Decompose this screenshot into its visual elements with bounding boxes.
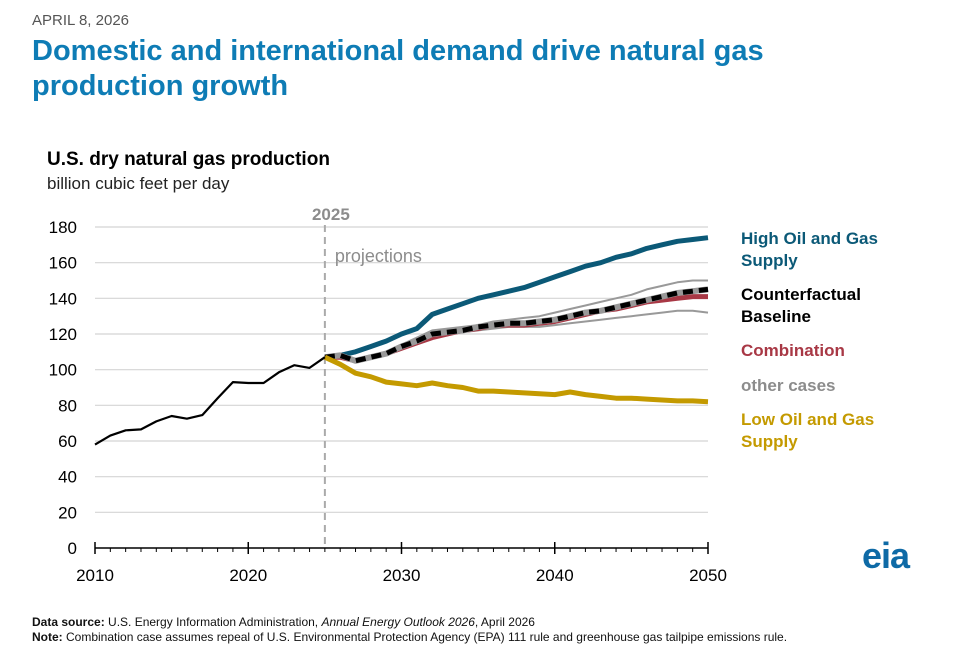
y-tick-label: 140 <box>49 289 77 308</box>
chart-title: U.S. dry natural gas production <box>47 149 330 170</box>
y-tick-label: 20 <box>58 503 77 522</box>
x-tick-label: 2050 <box>689 566 727 585</box>
y-tick-label: 160 <box>49 254 77 273</box>
legend-combination: Combination <box>741 341 845 360</box>
legend-high: High Oil and Gas Supply <box>741 229 878 270</box>
footer: Data source: U.S. Energy Information Adm… <box>32 615 787 645</box>
series-combination <box>324 294 708 364</box>
x-tick-label: 2010 <box>76 566 114 585</box>
projections-label: projections <box>335 246 422 266</box>
note: Note: Combination case assumes repeal of… <box>32 630 787 645</box>
y-tick-label: 60 <box>58 432 77 451</box>
series-low-oil-and-gas-supply <box>323 354 709 405</box>
x-tick-label: 2030 <box>383 566 421 585</box>
source-italic: Annual Energy Outlook 2026 <box>321 615 475 629</box>
series-history <box>94 356 326 446</box>
note-label: Note: <box>32 630 63 644</box>
x-tick-label: 2020 <box>229 566 267 585</box>
chart-units: billion cubic feet per day <box>47 174 230 193</box>
note-text: Combination case assumes repeal of U.S. … <box>62 630 788 644</box>
data-source: Data source: U.S. Energy Information Adm… <box>32 615 787 630</box>
series-high-oil-and-gas-supply <box>324 235 709 360</box>
y-tick-label: 100 <box>49 361 77 380</box>
y-tick-label: 80 <box>58 396 77 415</box>
logo-text: eia <box>862 535 910 576</box>
source-end: , April 2026 <box>474 615 535 629</box>
date: APRIL 8, 2026 <box>32 12 130 29</box>
eia-logo: eia <box>862 535 910 577</box>
y-tick-label: 0 <box>68 539 77 558</box>
x-tick-label: 2040 <box>536 566 574 585</box>
y-tick-label: 120 <box>49 325 77 344</box>
page-title: Domestic and international demand drive … <box>32 35 764 102</box>
legend-baseline: Counterfactual Baseline <box>741 285 861 326</box>
series-other-cases-upper <box>324 279 708 360</box>
source-text: U.S. Energy Information Administration, <box>104 615 322 629</box>
legend-low: Low Oil and Gas Supply <box>741 410 875 451</box>
y-tick-label: 40 <box>58 468 77 487</box>
y-tick-label: 180 <box>49 218 77 237</box>
projection-year-label: 2025 <box>312 205 350 224</box>
source-label: Data source: <box>32 615 105 629</box>
series-counterfactual-baseline <box>324 286 709 364</box>
legend-other: other cases <box>741 376 836 395</box>
